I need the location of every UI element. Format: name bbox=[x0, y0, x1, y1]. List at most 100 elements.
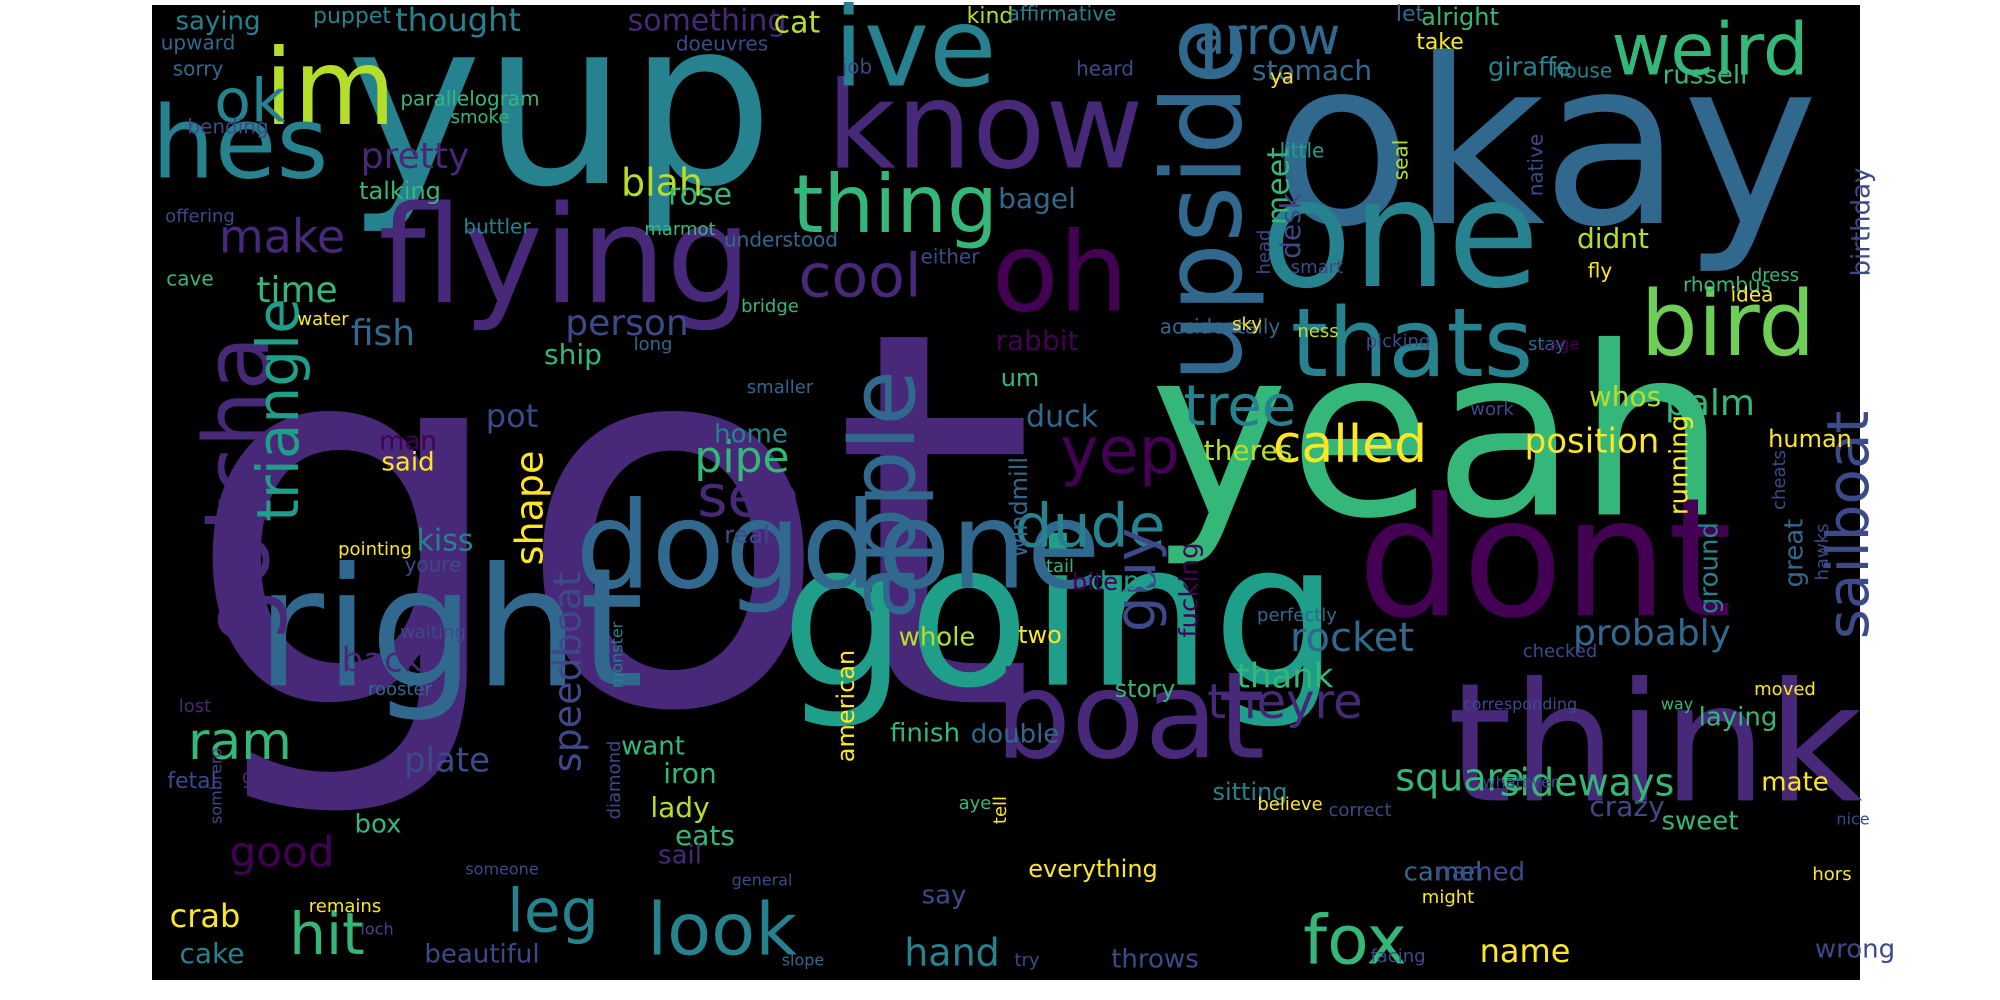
word-picking: picking bbox=[1366, 331, 1431, 352]
word-everything: everything bbox=[1028, 855, 1158, 883]
word-upward: upward bbox=[161, 31, 236, 55]
word-rose: rose bbox=[668, 178, 732, 213]
word-kind: kind bbox=[967, 4, 1014, 29]
word-sailboat: sailboat bbox=[1814, 411, 1882, 640]
word-pot: pot bbox=[486, 397, 538, 435]
word-thing: thing bbox=[792, 158, 998, 251]
word-russell: russell bbox=[1663, 61, 1748, 91]
word-little: little bbox=[1280, 139, 1325, 163]
word-birthday: birthday bbox=[1847, 168, 1877, 277]
word-fetal: fetal bbox=[167, 769, 217, 794]
word-double: double bbox=[971, 720, 1060, 750]
word-rhombus: rhombus bbox=[1683, 273, 1771, 297]
word-duck: duck bbox=[1026, 400, 1099, 435]
word-camel: camel bbox=[1404, 858, 1483, 888]
word-okay: okay bbox=[1272, 11, 1819, 278]
word-meet: meet bbox=[1262, 147, 1297, 225]
word-understood: understood bbox=[724, 228, 838, 252]
word-marmot: marmot bbox=[644, 219, 715, 240]
word-alright: alright bbox=[1421, 3, 1499, 31]
word-ground: ground bbox=[1695, 522, 1725, 614]
word-affirmative: affirmative bbox=[1008, 2, 1117, 26]
word-crab: crab bbox=[170, 897, 241, 935]
word-saying: saying bbox=[175, 7, 260, 37]
word-whole: whole bbox=[899, 623, 976, 653]
word-sweet: sweet bbox=[1662, 807, 1739, 837]
word-seal: seal bbox=[1389, 140, 1413, 181]
word-smaller: smaller bbox=[747, 377, 814, 398]
word-know: know bbox=[826, 58, 1143, 197]
word-hors: hors bbox=[1812, 864, 1851, 885]
word-rocket: rocket bbox=[1290, 615, 1414, 661]
word-hit: hit bbox=[289, 900, 365, 968]
word-checked: checked bbox=[1523, 641, 1598, 662]
word-fucking: fucking bbox=[1175, 542, 1205, 637]
word-parallelogram: parallelogram bbox=[400, 87, 539, 111]
word-desk: desk bbox=[1274, 192, 1307, 259]
word-fish: fish bbox=[351, 313, 415, 354]
word-job: job bbox=[841, 55, 873, 79]
word-laying: laying bbox=[1699, 703, 1778, 733]
word-giraffe: giraffe bbox=[1488, 53, 1572, 83]
word-thank: thank bbox=[1237, 657, 1334, 697]
word-palm: palm bbox=[1665, 383, 1755, 424]
word-aye: aye bbox=[959, 793, 992, 814]
word-mate: mate bbox=[1761, 768, 1828, 798]
word-cage: cage bbox=[1541, 335, 1580, 354]
word-head: head bbox=[1254, 230, 1275, 275]
word-sail: sail bbox=[658, 841, 702, 871]
word-running: running bbox=[1665, 415, 1695, 515]
word-monster: monster bbox=[608, 621, 627, 688]
word-smoke: smoke bbox=[451, 107, 510, 128]
word-triangle: triangle bbox=[244, 298, 312, 522]
word-stay: stay bbox=[1528, 334, 1566, 355]
word-let: let bbox=[1396, 2, 1425, 27]
word-leg: leg bbox=[507, 877, 599, 947]
word-home: home bbox=[714, 420, 788, 450]
word-good: good bbox=[230, 828, 335, 877]
word-cool: cool bbox=[798, 242, 921, 312]
word-kiss: kiss bbox=[417, 524, 474, 559]
word-hes: hes bbox=[151, 84, 328, 201]
word-ship: ship bbox=[544, 338, 602, 371]
word-shape: shape bbox=[508, 451, 552, 566]
word-hand: hand bbox=[904, 931, 1000, 975]
word-throws: throws bbox=[1111, 945, 1199, 975]
word-facing: facing bbox=[1370, 946, 1425, 967]
word-believe: believe bbox=[1257, 794, 1322, 815]
word-sorry: sorry bbox=[173, 57, 224, 81]
word-boat: boat bbox=[995, 648, 1265, 787]
word-yup: yup bbox=[346, 0, 774, 238]
word-rooster: rooster bbox=[368, 679, 433, 700]
word-fly: fly bbox=[1588, 259, 1613, 283]
word-windmill: windmill bbox=[1005, 457, 1033, 557]
word-weird: weird bbox=[1611, 8, 1808, 92]
word-sideways: sideways bbox=[1500, 761, 1675, 805]
word-real: real bbox=[724, 521, 769, 549]
word-great: great bbox=[1780, 519, 1810, 588]
word-water: water bbox=[297, 309, 349, 330]
word-work: work bbox=[1470, 399, 1514, 420]
word-name: name bbox=[1480, 932, 1571, 970]
cloud-background bbox=[152, 5, 1860, 980]
word-dress: dress bbox=[1751, 265, 1799, 286]
word-named: named bbox=[1435, 858, 1525, 888]
word-got: got bbox=[184, 219, 1036, 825]
word-native: native bbox=[1524, 134, 1548, 196]
word-doeuvres: doeuvres bbox=[676, 32, 768, 56]
word-see: see bbox=[697, 462, 799, 530]
word-corresponding: corresponding bbox=[1463, 695, 1577, 714]
word-pointing: pointing bbox=[338, 539, 412, 560]
word-fox: fox bbox=[1303, 902, 1407, 981]
word-dude: dude bbox=[1014, 492, 1165, 562]
word-theres: theres bbox=[1204, 434, 1293, 467]
word-tail: tail bbox=[1046, 556, 1074, 577]
word-cake: cake bbox=[180, 937, 245, 970]
word-bending: bending bbox=[187, 115, 268, 139]
word-sombrero: sombrero bbox=[207, 748, 226, 824]
word-pipe: pipe bbox=[694, 432, 789, 483]
word-idea: idea bbox=[1731, 283, 1774, 307]
word-upside: upside bbox=[1138, 18, 1266, 383]
word-buttler: buttler bbox=[463, 215, 531, 239]
word-accidentally: accidentally bbox=[1160, 315, 1281, 339]
